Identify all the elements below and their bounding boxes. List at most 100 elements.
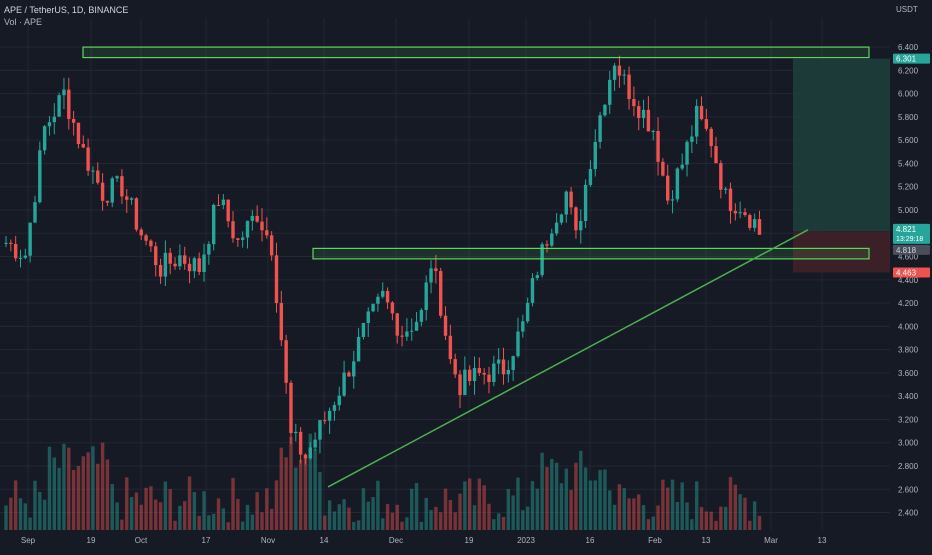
candle-body — [675, 168, 680, 200]
candle-body — [265, 230, 269, 236]
volume-bar — [221, 508, 226, 530]
candle-body — [38, 150, 42, 203]
entry-price-tag: 4.818 — [896, 246, 917, 255]
volume-bar — [298, 459, 303, 530]
volume-bar — [709, 511, 713, 530]
volume-bar — [57, 467, 61, 530]
candle-body — [327, 410, 332, 421]
candle-body — [699, 105, 704, 120]
volume-bar — [9, 497, 13, 530]
candle-body — [9, 242, 13, 244]
candle-body — [71, 119, 76, 123]
volume-bar — [154, 499, 158, 530]
volume-bar — [487, 503, 491, 530]
candle-body — [593, 141, 597, 170]
candle-body — [279, 303, 284, 341]
volume-bar — [158, 502, 163, 530]
candle-body — [632, 99, 636, 107]
volume-bar — [714, 520, 718, 530]
volume-bar — [323, 515, 327, 530]
candle-body — [284, 340, 288, 383]
volume-bar — [443, 488, 448, 530]
candle-body — [540, 244, 544, 276]
candle-body — [120, 176, 124, 197]
candle-body — [501, 359, 506, 375]
volume-bar — [506, 489, 511, 530]
candle-body — [651, 131, 655, 133]
time-tick-label: Feb — [648, 536, 662, 545]
candle-body — [274, 255, 279, 304]
candle-body — [371, 303, 375, 312]
volume-bar — [395, 504, 399, 530]
volume-bar — [33, 480, 37, 530]
candle-body — [448, 335, 453, 360]
volume-bar — [637, 494, 641, 530]
volume-bar — [608, 490, 612, 530]
volume-bar — [125, 477, 129, 530]
volume-bar — [521, 510, 525, 530]
target-price-tag-bg — [893, 53, 930, 64]
time-tick-label: 14 — [320, 536, 329, 545]
time-axis[interactable]: Sep 19 Oct 17 Nov 14 Dec 19 2023 16 Feb 13 Mar 13 — [0, 530, 890, 550]
volume-bar — [627, 498, 631, 530]
volume-bar — [583, 467, 588, 530]
price-tick-label: 3.800 — [898, 346, 919, 355]
price-axis[interactable]: USDT 2.400 2.600 2.800 3.000 3.200 3.400 3.600 3… — [890, 0, 932, 550]
volume-bar — [245, 504, 250, 530]
candle-body — [521, 321, 525, 332]
candle-body — [694, 105, 699, 137]
candle-body — [738, 212, 742, 214]
volume-bar — [453, 512, 457, 530]
price-tick-label: 5.800 — [898, 113, 919, 122]
volume-bar — [265, 488, 269, 530]
candle-body — [723, 188, 728, 190]
volume-bar — [381, 518, 385, 530]
volume-bar — [603, 469, 607, 530]
volume-bar — [250, 514, 255, 530]
candle-body — [646, 109, 651, 132]
volume-bar — [694, 481, 699, 530]
candle-body — [168, 252, 172, 264]
candle-body — [400, 335, 404, 337]
volume-bar — [91, 446, 95, 530]
chart-legend: APE / TetherUS, 1D, BINANCE Vol · APE — [4, 4, 128, 28]
volume-bar — [550, 458, 554, 530]
volume-bar — [448, 499, 453, 530]
candle-body — [463, 369, 467, 396]
candle-body — [414, 321, 419, 331]
candle-body — [4, 242, 8, 244]
volume-bar — [680, 482, 684, 530]
volume-bar — [559, 483, 564, 530]
volume-bar — [385, 504, 390, 530]
candle-body — [516, 331, 520, 357]
volume-bar — [593, 480, 597, 530]
candle-body — [472, 368, 477, 382]
volume-bar — [366, 501, 370, 530]
candle-body — [211, 204, 216, 245]
volume-bar — [748, 520, 752, 530]
volume-bar — [530, 481, 535, 530]
drawings — [82, 46, 870, 488]
candle-body — [685, 141, 689, 165]
volume-bar — [168, 489, 172, 530]
symbol-title[interactable]: APE / TetherUS, 1D, BINANCE — [4, 5, 129, 15]
candle-body — [91, 170, 95, 172]
volume-bar — [207, 515, 211, 530]
candle-body — [612, 65, 617, 80]
candle-body — [28, 222, 32, 256]
candle-body — [381, 290, 385, 297]
price-tick-label: 3.400 — [898, 392, 919, 401]
candle-body — [627, 74, 631, 100]
candle-body — [216, 204, 221, 206]
volume-indicator-label[interactable]: Vol · APE — [4, 17, 43, 27]
volume-bar — [574, 462, 578, 530]
volume-bar — [728, 477, 733, 530]
candle-body — [680, 164, 684, 169]
volume-bar — [129, 497, 134, 530]
candle-body — [410, 330, 414, 332]
candle-body — [308, 447, 312, 459]
candle-body — [76, 122, 81, 145]
axis-unit: USDT — [896, 5, 918, 14]
